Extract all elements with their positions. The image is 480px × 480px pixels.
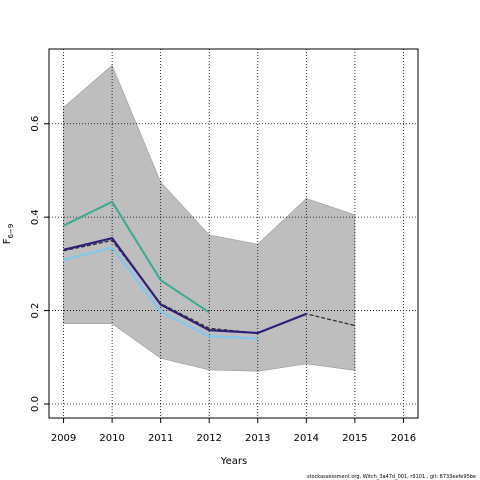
- x-axis-title: Years: [220, 456, 247, 467]
- y-axis-title: F6−9: [2, 224, 15, 245]
- x-tick-label: 2011: [148, 433, 173, 444]
- x-tick-label: 2015: [342, 433, 367, 444]
- y-axis-title-main: F: [2, 238, 13, 244]
- x-tick-label: 2009: [51, 433, 76, 444]
- x-axis: 2009 2010 2011 2012 2013 2014 2015 2016: [51, 418, 416, 444]
- plot-frame: [48, 48, 419, 419]
- y-tick-label: 0.2: [30, 303, 41, 319]
- footer-note: stockassessment.org, Witch_3a47d_001, r9…: [307, 474, 476, 480]
- y-axis: 0.0 0.2 0.4 0.6: [30, 116, 49, 412]
- series-layer: [63, 200, 356, 340]
- x-tick-label: 2013: [245, 433, 270, 444]
- y-tick-label: 0.0: [30, 396, 41, 412]
- y-axis-title-subscript: 6−9: [7, 224, 15, 239]
- x-tick-label: 2016: [391, 433, 416, 444]
- x-tick-label: 2012: [196, 433, 221, 444]
- y-tick-label: 0.4: [30, 209, 41, 225]
- x-tick-label: 2014: [294, 433, 319, 444]
- series-line-1: [63, 200, 210, 314]
- series-line-2: [63, 246, 258, 340]
- x-tick-label: 2010: [99, 433, 124, 444]
- y-tick-label: 0.6: [30, 116, 41, 132]
- series-line-4: [63, 237, 307, 335]
